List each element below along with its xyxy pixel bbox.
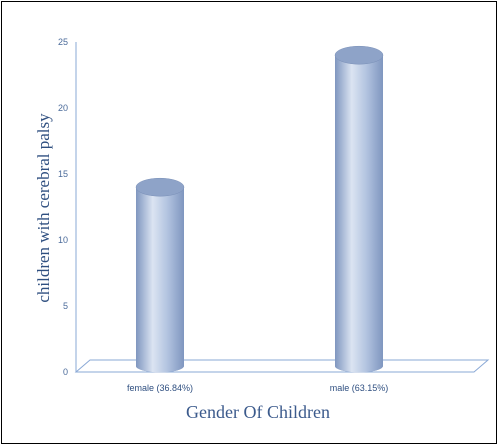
y-axis-label: children with cerebral palsy [34,113,53,303]
x-tick-label: female (36.84%) [127,383,193,393]
y-tick-label: 15 [58,169,68,179]
y-tick-label: 20 [58,103,68,113]
y-tick-label: 10 [58,235,68,245]
bar-body [335,55,383,366]
bar [334,45,384,373]
x-axis-label: Gender Of Children [186,402,330,422]
bar [135,177,185,373]
bars [135,45,384,373]
y-tick-label: 0 [63,367,68,377]
axes [74,42,490,373]
bar-top-cap [334,45,384,65]
y-axis-ticks: 0 5 10 15 20 25 [58,37,68,377]
x-axis-floor [74,359,490,373]
y-tick-label: 25 [58,37,68,47]
x-axis-ticks: female (36.84%) male (63.15%) [127,383,388,393]
bar-bottom-curve [335,366,383,373]
bar-top-cap [135,177,185,197]
bar-body [136,187,184,366]
y-tick-label: 5 [63,301,68,311]
x-tick-label: male (63.15%) [330,383,389,393]
bar-bottom-curve [136,366,184,373]
